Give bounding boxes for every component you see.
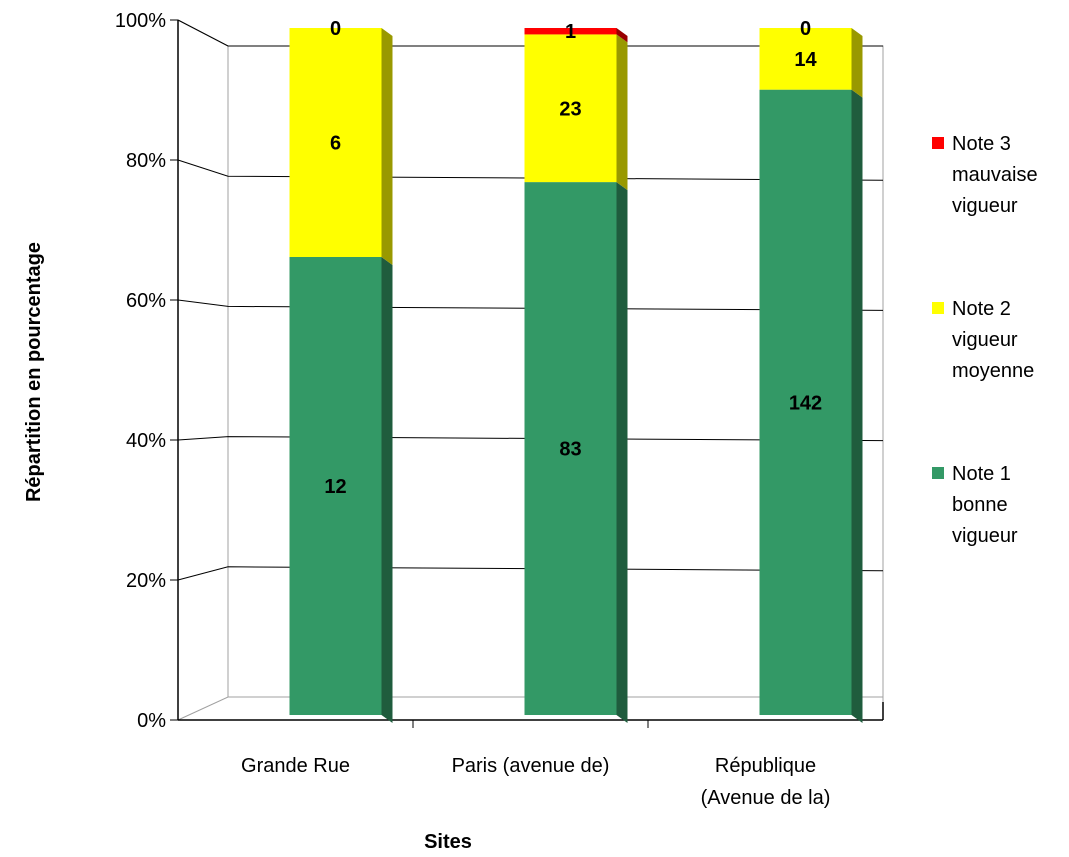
data-label: 0 xyxy=(330,18,341,40)
data-label: 0 xyxy=(800,18,811,40)
data-label: 83 xyxy=(559,439,581,461)
bar-segment xyxy=(524,28,617,35)
bar-segment xyxy=(289,28,382,257)
bar-segment-side xyxy=(851,28,863,98)
bar-segment xyxy=(524,182,617,716)
y-tick-label: 0% xyxy=(137,710,166,732)
y-tick-label: 100% xyxy=(115,10,166,32)
bar-segment-side xyxy=(616,182,628,724)
x-axis-title: Sites xyxy=(424,831,472,853)
gridlines xyxy=(177,19,884,581)
legend-label: bonne xyxy=(952,494,1008,516)
x-tick-label: (Avenue de la) xyxy=(701,787,831,809)
legend: Note 3 mauvaise vigueur Note 2 vigueur moyenn… xyxy=(932,133,1038,547)
bar-segment xyxy=(759,89,852,715)
bar-segment xyxy=(524,34,617,183)
legend-swatch xyxy=(932,137,944,149)
data-label: 14 xyxy=(794,49,817,71)
legend-label: moyenne xyxy=(952,360,1034,382)
bars xyxy=(289,28,863,724)
data-label: 23 xyxy=(559,98,581,120)
gridline xyxy=(177,436,884,442)
x-tick-label: Paris (avenue de) xyxy=(452,755,610,777)
legend-swatch xyxy=(932,467,944,479)
data-label: 142 xyxy=(789,392,822,414)
data-label: 1 xyxy=(565,21,576,43)
gridline xyxy=(177,299,884,311)
legend-label: vigueur xyxy=(952,525,1018,547)
gridline xyxy=(177,19,883,47)
y-tick-label: 40% xyxy=(126,430,166,452)
axis-titles: Répartition en pourcentage Sites xyxy=(23,242,472,853)
y-axis-title: Répartition en pourcentage xyxy=(23,242,45,502)
x-tick-label: République xyxy=(715,755,816,777)
legend-label: vigueur xyxy=(952,329,1018,351)
bar-segment-side xyxy=(851,89,863,723)
data-label: 6 xyxy=(330,133,341,155)
bar-segment-side xyxy=(616,34,628,191)
y-tick-label: 20% xyxy=(126,570,166,592)
axes: 0% 20% 40% 60% 80% 100% Grande Rue Paris (avenu… xyxy=(115,10,884,809)
y-tick-label: 60% xyxy=(126,290,166,312)
y-tick-label: 80% xyxy=(126,150,166,172)
legend-label: Note 3 xyxy=(952,133,1011,155)
legend-swatch xyxy=(932,302,944,314)
legend-label: Note 1 xyxy=(952,463,1011,485)
legend-label: Note 2 xyxy=(952,298,1011,320)
x-tick-label: Grande Rue xyxy=(241,755,350,777)
gridline xyxy=(177,159,884,181)
legend-label: mauvaise xyxy=(952,164,1038,186)
bar-segment xyxy=(289,257,382,715)
legend-label: vigueur xyxy=(952,195,1018,217)
bar-segment-side xyxy=(381,257,393,723)
gridline xyxy=(177,566,884,581)
data-labels: 12 6 0 83 23 1 142 14 0 xyxy=(324,18,822,498)
data-label: 12 xyxy=(324,476,346,498)
bar-segment-side xyxy=(381,28,393,265)
bar-segment-side xyxy=(616,28,628,43)
bar-segment xyxy=(759,28,852,90)
